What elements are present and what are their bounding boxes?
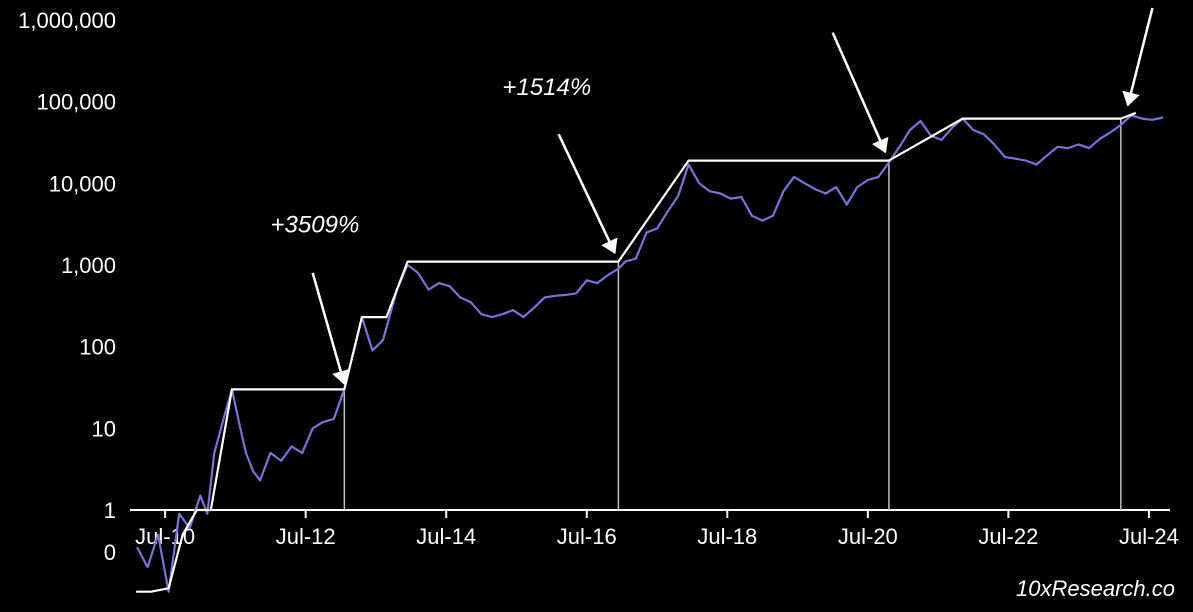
attribution-label: 10xResearch.co — [1016, 576, 1175, 601]
y-tick-label: 1,000 — [61, 253, 116, 278]
y-tick-label: 100 — [79, 335, 116, 360]
annotation-arrow — [313, 273, 345, 384]
annotation-arrow — [1128, 8, 1153, 105]
y-tick-label-zero: 0 — [104, 540, 116, 565]
annotation-arrow — [833, 33, 886, 153]
price-line — [137, 115, 1163, 591]
x-tick-label: Jul-22 — [978, 524, 1038, 549]
annotation-label: +1514% — [502, 74, 591, 101]
x-tick-label: Jul-14 — [416, 524, 476, 549]
y-tick-label: 1 — [104, 498, 116, 523]
annotation-arrow — [559, 134, 615, 253]
x-tick-label: Jul-24 — [1119, 524, 1179, 549]
y-tick-label: 100,000 — [36, 90, 116, 115]
y-tick-label: 10 — [92, 416, 116, 441]
x-tick-label: Jul-18 — [697, 524, 757, 549]
x-tick-label: Jul-16 — [557, 524, 617, 549]
y-tick-label: 1,000,000 — [18, 8, 116, 33]
price-chart: 1,000,000100,00010,0001,0001001010Jul-10… — [0, 0, 1193, 612]
x-tick-label: Jul-20 — [838, 524, 898, 549]
annotation-label: +3509% — [271, 212, 360, 239]
x-tick-label: Jul-12 — [276, 524, 336, 549]
step-overlay-line — [137, 113, 1135, 591]
y-tick-label: 10,000 — [49, 171, 116, 196]
